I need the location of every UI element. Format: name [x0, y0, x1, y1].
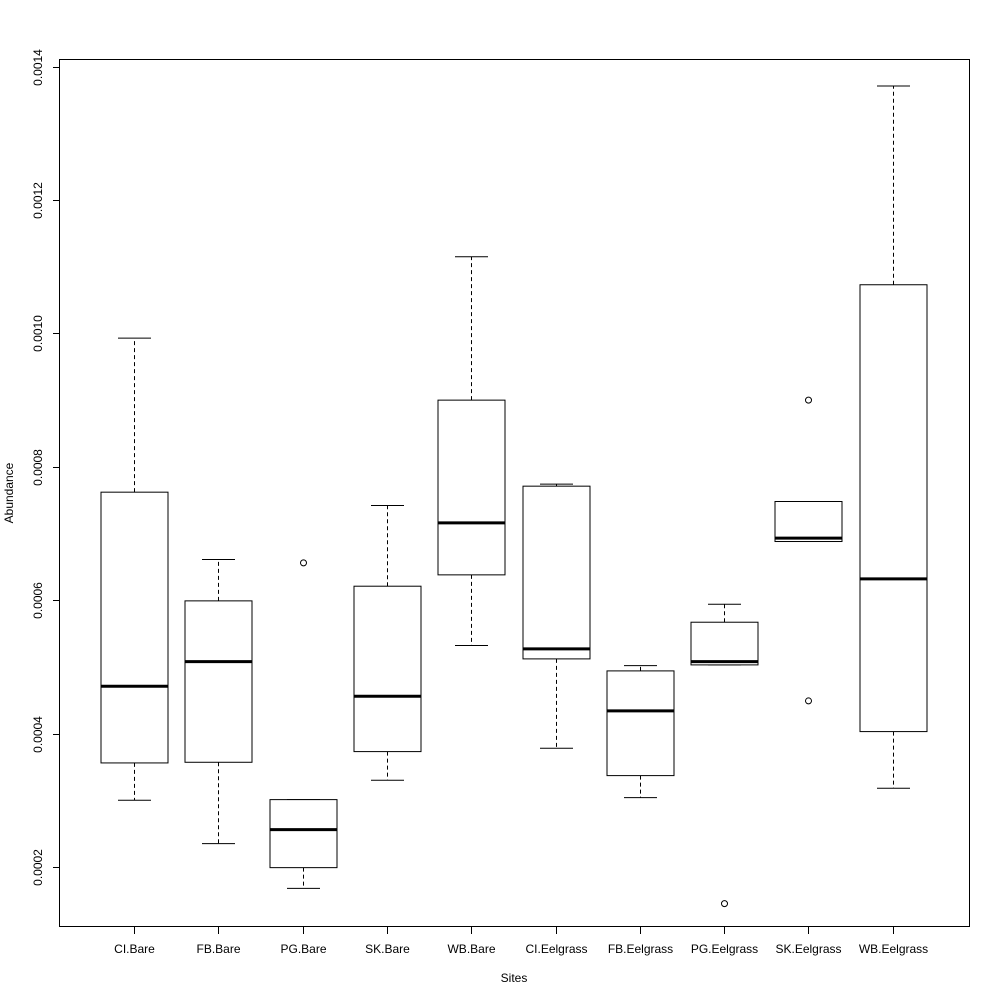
- iqr-box: [522, 485, 591, 660]
- box-pg-eelgrass: [690, 603, 759, 908]
- outlier-point: [805, 396, 812, 404]
- x-tick-label: PG.Eelgrass: [691, 942, 758, 956]
- y-tick-label: 0.0008: [31, 449, 45, 486]
- box-sk-eelgrass: [774, 396, 843, 705]
- iqr-box: [774, 501, 843, 543]
- x-tick-label: FB.Eelgrass: [608, 942, 673, 956]
- x-tick-label: WB.Eelgrass: [859, 942, 928, 956]
- y-tick-label: 0.0006: [31, 582, 45, 619]
- box-ci-bare: [100, 337, 169, 801]
- iqr-box: [100, 491, 169, 764]
- outlier-point: [721, 900, 728, 908]
- outlier-point: [300, 559, 307, 567]
- y-tick-label: 0.0004: [31, 716, 45, 753]
- y-axis-label: Abundance: [2, 462, 16, 523]
- box-ci-eelgrass: [522, 483, 591, 749]
- box-pg-bare: [269, 559, 338, 889]
- y-axis: 0.0002 0.0004 0.0006 0.0008 0.0010 0.0012 0.00…: [31, 49, 60, 886]
- box-sk-bare: [353, 505, 422, 781]
- plot-frame: [59, 59, 970, 927]
- x-tick-label: CI.Eelgrass: [525, 942, 587, 956]
- x-tick-label: WB.Bare: [447, 942, 495, 956]
- box-wb-eelgrass: [859, 85, 928, 789]
- iqr-box: [184, 600, 253, 763]
- x-tick-label: SK.Eelgrass: [775, 942, 841, 956]
- boxes: [100, 85, 928, 908]
- x-tick-label: FB.Bare: [196, 942, 240, 956]
- box-fb-bare: [184, 559, 253, 845]
- y-tick-label: 0.0002: [31, 849, 45, 886]
- x-tick-label: CI.Bare: [114, 942, 155, 956]
- x-tick-label: PG.Bare: [280, 942, 326, 956]
- box-wb-bare: [437, 256, 506, 647]
- x-tick-label: SK.Bare: [365, 942, 410, 956]
- y-tick-label: 0.0010: [31, 315, 45, 352]
- x-axis-label: Sites: [501, 971, 528, 985]
- y-tick-label: 0.0014: [31, 49, 45, 86]
- outlier-point: [805, 697, 812, 705]
- iqr-box: [690, 621, 759, 666]
- iqr-box: [353, 585, 422, 753]
- iqr-box: [437, 399, 506, 576]
- y-tick-label: 0.0012: [31, 182, 45, 219]
- box-fb-eelgrass: [606, 665, 675, 799]
- iqr-box: [859, 284, 928, 733]
- iqr-box: [269, 799, 338, 869]
- iqr-box: [606, 670, 675, 777]
- x-axis: CI.Bare FB.Bare PG.Bare SK.Bare WB.Bare CI.Ee…: [114, 927, 928, 956]
